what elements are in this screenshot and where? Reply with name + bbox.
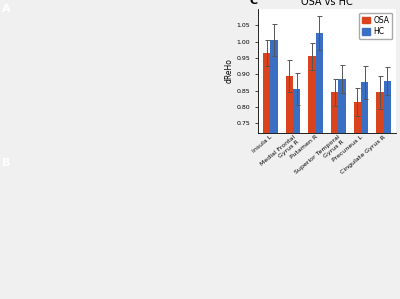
Bar (361, 83, 368, 299)
Title: OSA vs HC: OSA vs HC (301, 0, 353, 7)
Text: B: B (2, 158, 10, 168)
Bar (384, 81, 391, 299)
Bar (286, 76, 293, 299)
Legend: OSA, HC: OSA, HC (359, 13, 392, 39)
Bar (308, 56, 316, 299)
Bar (376, 92, 384, 299)
Bar (338, 79, 346, 299)
Bar (293, 89, 300, 299)
Bar (263, 53, 270, 299)
Bar (316, 33, 323, 299)
Text: C: C (250, 0, 258, 6)
Y-axis label: dReHo: dReHo (225, 59, 234, 83)
Text: A: A (2, 4, 11, 14)
Bar (354, 102, 361, 299)
Bar (270, 40, 278, 299)
Bar (331, 92, 338, 299)
